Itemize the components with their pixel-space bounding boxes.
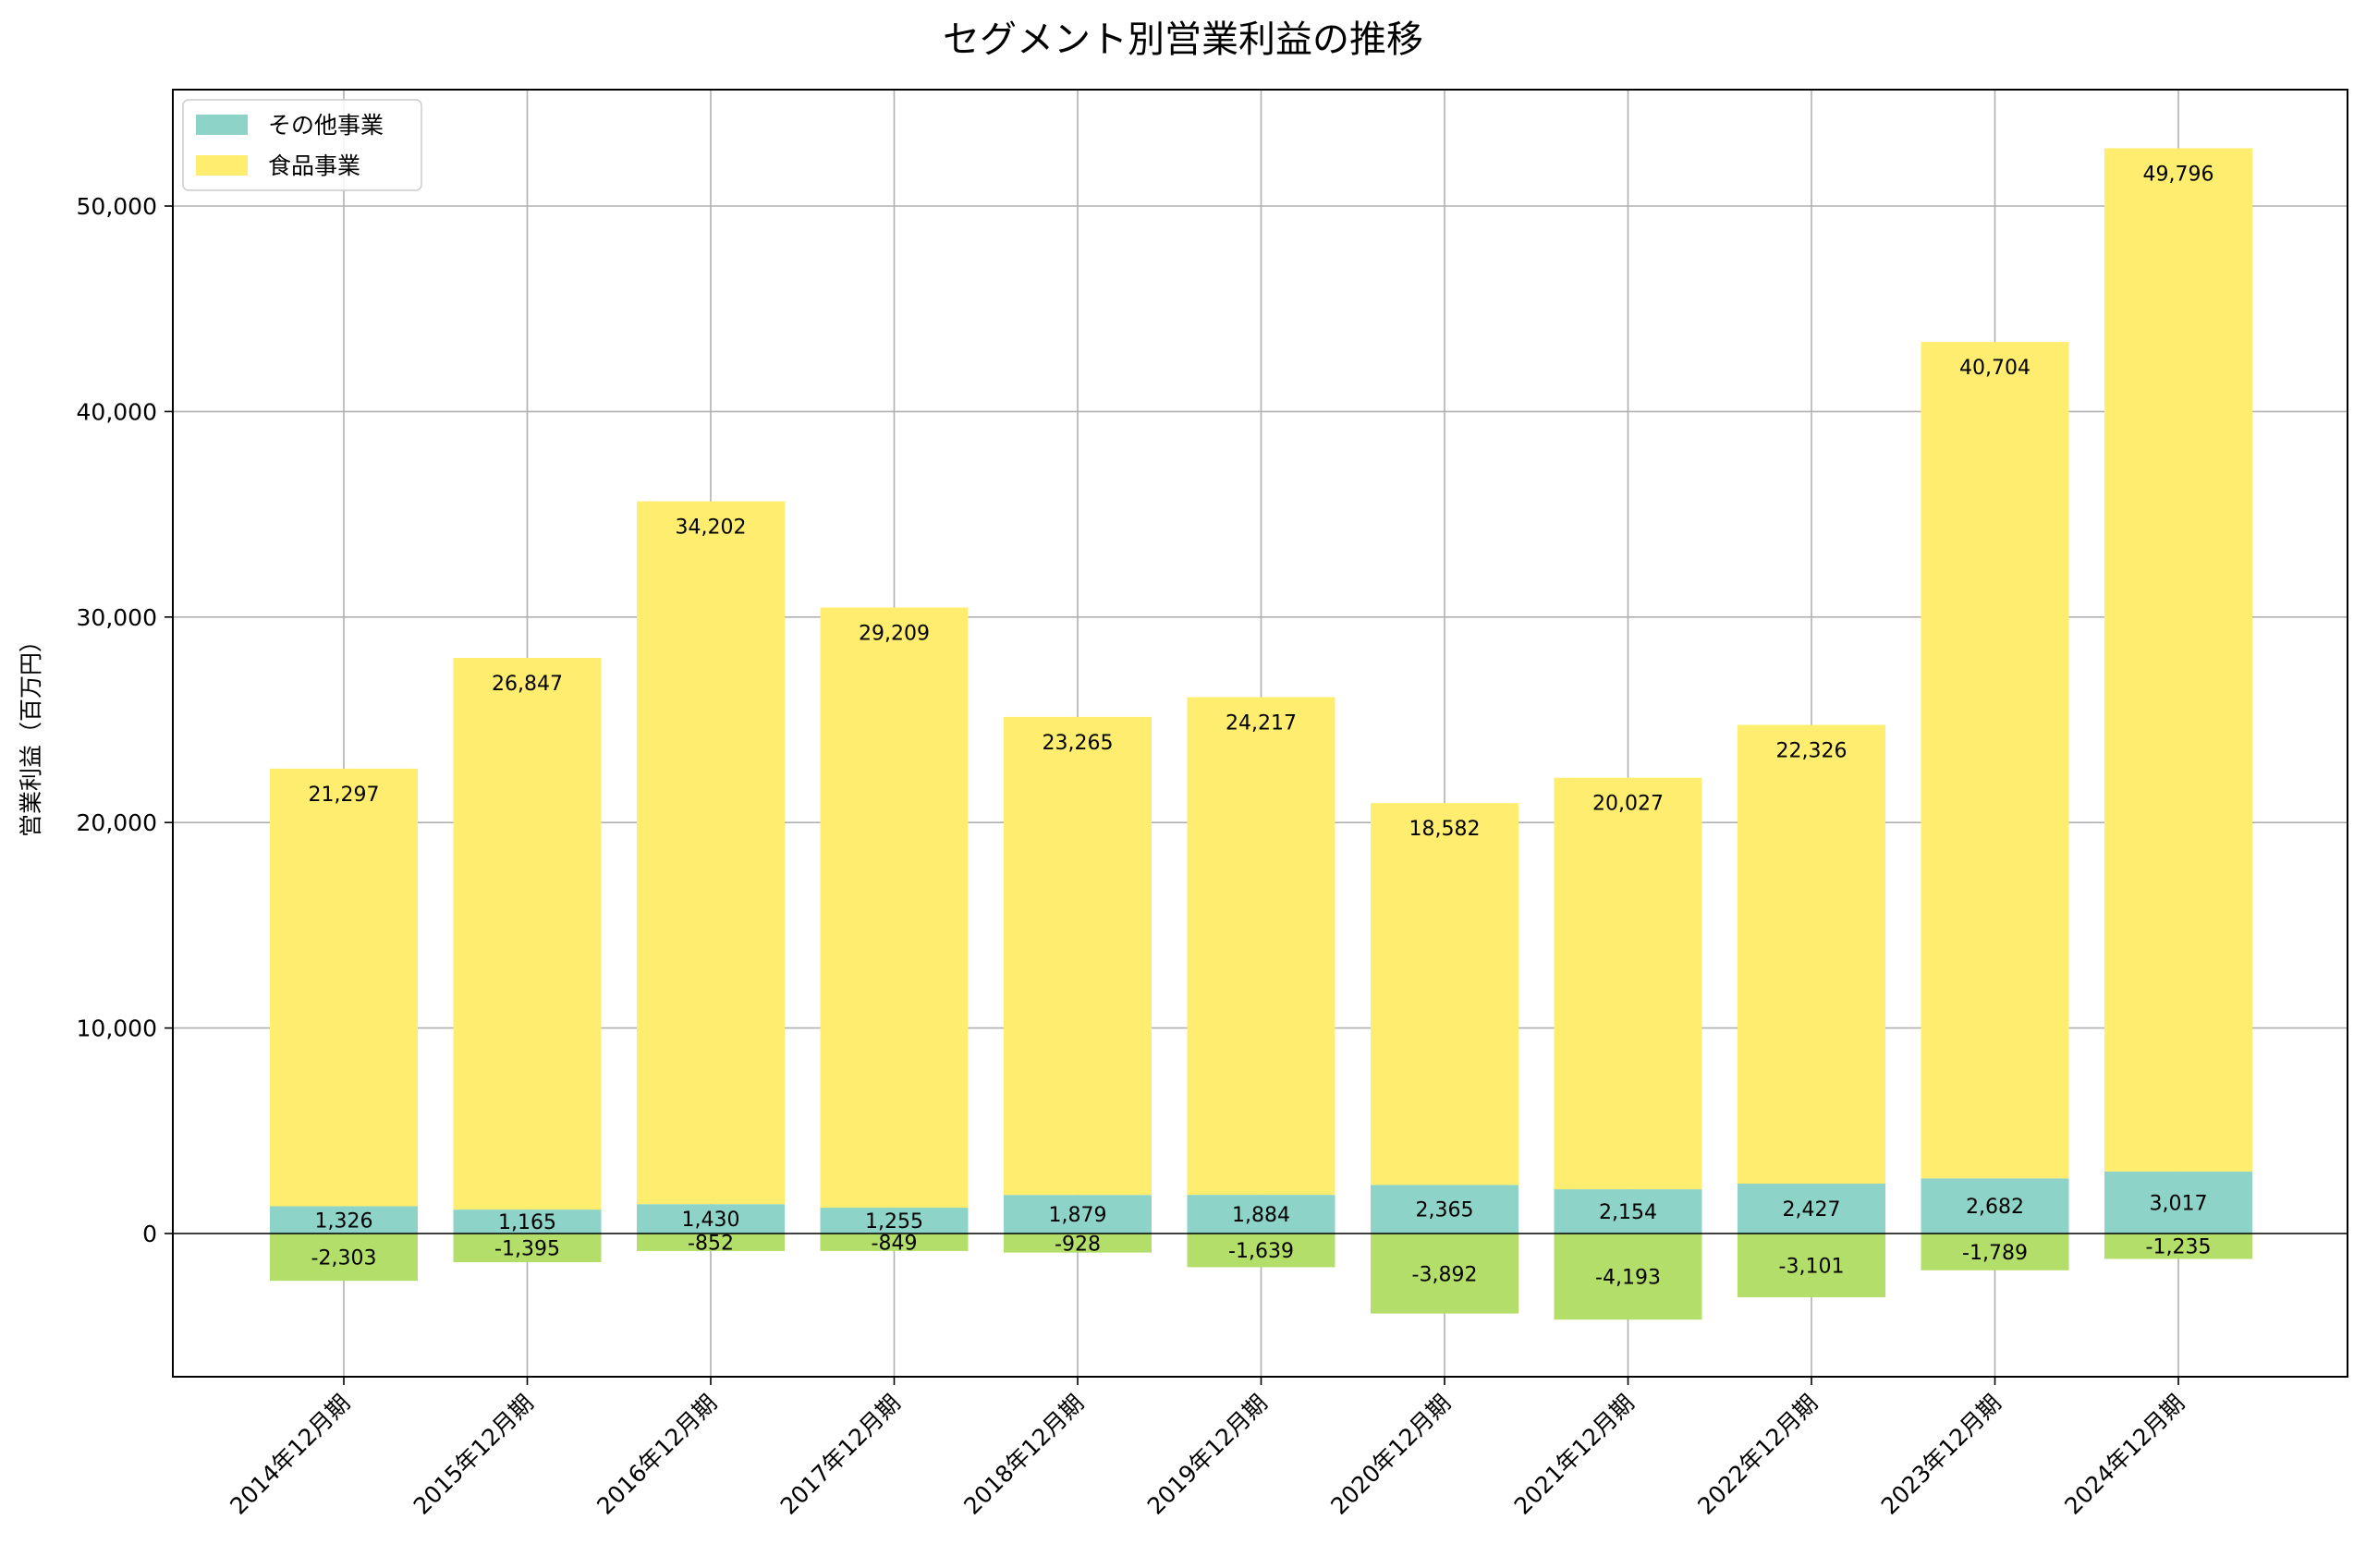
x-tick-label: 2022年12月期 xyxy=(1692,1390,1823,1520)
bar-negative xyxy=(1004,1234,1152,1253)
legend-swatch xyxy=(196,115,248,135)
data-label-negative: -928 xyxy=(1055,1233,1101,1256)
data-label-negative: -3,101 xyxy=(1779,1255,1845,1278)
bar-other-business xyxy=(453,1209,602,1234)
legend-label: 食品事業 xyxy=(268,152,360,179)
data-label-negative: -852 xyxy=(688,1232,734,1255)
data-label-other: 2,365 xyxy=(1416,1199,1474,1222)
data-label-other: 1,884 xyxy=(1232,1204,1290,1227)
data-label-negative: -2,303 xyxy=(311,1247,377,1270)
chart-title: セグメント別営業利益の推移 xyxy=(943,18,1423,61)
bar-food-business xyxy=(453,658,602,1210)
bar-negative xyxy=(2104,1234,2252,1259)
bar-food-business xyxy=(2104,148,2252,1172)
x-tick-label: 2019年12月期 xyxy=(1142,1390,1273,1520)
data-label-food: 18,582 xyxy=(1409,818,1481,841)
x-tick-label: 2020年12月期 xyxy=(1325,1390,1456,1520)
x-tick-label: 2023年12月期 xyxy=(1876,1390,2006,1520)
bar-negative xyxy=(1554,1234,1702,1320)
x-tick-label: 2024年12月期 xyxy=(2059,1390,2189,1520)
data-label-food: 26,847 xyxy=(492,673,563,696)
bar-other-business xyxy=(820,1208,969,1234)
bar-negative xyxy=(637,1234,785,1251)
bar-other-business xyxy=(1921,1178,2069,1234)
data-label-other: 1,879 xyxy=(1049,1204,1107,1227)
bar-other-business xyxy=(1554,1189,1702,1234)
bar-other-business xyxy=(1371,1185,1518,1234)
legend-label: その他事業 xyxy=(268,112,384,139)
x-tick-label: 2015年12月期 xyxy=(409,1390,539,1520)
x-tick-label: 2014年12月期 xyxy=(225,1390,355,1520)
data-label-food: 21,297 xyxy=(309,784,380,807)
data-label-food: 34,202 xyxy=(676,517,747,540)
y-tick-label: 10,000 xyxy=(77,1015,157,1042)
y-tick-label: 50,000 xyxy=(77,193,157,220)
data-label-food: 40,704 xyxy=(1959,357,2031,380)
bar-negative xyxy=(820,1234,969,1251)
data-label-negative: -1,395 xyxy=(494,1238,560,1261)
bar-labels: 21,297 1,326 -2,303 26,847 1,165 -1,395 34,202… xyxy=(309,163,2214,1289)
bar-food-business xyxy=(1921,342,2069,1179)
bar-negative xyxy=(270,1234,418,1282)
y-tick-label: 40,000 xyxy=(77,398,157,425)
bar-negative xyxy=(1921,1234,2069,1270)
data-label-food: 22,326 xyxy=(1776,739,1848,762)
data-label-food: 23,265 xyxy=(1043,732,1114,755)
bar-other-business xyxy=(270,1206,418,1234)
y-tick-label: 0 xyxy=(142,1221,157,1247)
bar-other-business xyxy=(2104,1171,2252,1234)
bar-other-business xyxy=(1738,1184,1885,1234)
x-tick-label: 2017年12月期 xyxy=(775,1390,906,1520)
y-tick-label: 30,000 xyxy=(77,604,157,631)
data-label-food: 20,027 xyxy=(1592,793,1664,816)
bar-negative xyxy=(1738,1234,1885,1297)
bar-food-business xyxy=(1004,716,1152,1196)
data-label-negative: -849 xyxy=(872,1232,918,1255)
data-label-food: 49,796 xyxy=(2143,163,2214,186)
data-label-negative: -1,235 xyxy=(2146,1236,2212,1259)
bar-other-business xyxy=(637,1204,785,1234)
data-label-negative: -3,892 xyxy=(1412,1263,1478,1286)
data-label-food: 29,209 xyxy=(859,622,930,645)
data-label-other: 1,430 xyxy=(682,1209,740,1232)
bar-other-business xyxy=(1004,1195,1152,1234)
bar-food-business xyxy=(1371,803,1518,1185)
bar-other-business xyxy=(1187,1195,1335,1234)
data-label-other: 2,427 xyxy=(1783,1198,1841,1222)
data-label-other: 1,255 xyxy=(865,1210,923,1234)
data-label-other: 1,165 xyxy=(498,1211,556,1234)
x-tick-label: 2018年12月期 xyxy=(958,1390,1089,1520)
bars xyxy=(270,148,2252,1320)
data-label-other: 2,682 xyxy=(1966,1196,2024,1219)
bar-food-business xyxy=(820,607,969,1209)
data-label-food: 24,217 xyxy=(1226,712,1297,735)
data-label-other: 3,017 xyxy=(2150,1192,2208,1215)
data-label-negative: -1,639 xyxy=(1228,1240,1294,1263)
bar-food-business xyxy=(637,501,785,1205)
data-label-negative: -1,789 xyxy=(1962,1242,2028,1265)
bar-negative xyxy=(1187,1234,1335,1268)
x-tick-label: 2016年12月期 xyxy=(592,1390,722,1520)
bar-negative xyxy=(1371,1234,1518,1314)
bar-food-business xyxy=(270,768,418,1207)
data-label-other: 2,154 xyxy=(1599,1201,1657,1224)
data-label-negative: -4,193 xyxy=(1595,1267,1661,1290)
bar-food-business xyxy=(1554,777,1702,1190)
y-axis-label: 営業利益（百万円） xyxy=(18,629,44,837)
legend-swatch xyxy=(196,155,248,176)
y-tick-label: 20,000 xyxy=(77,809,157,836)
x-tick-label: 2021年12月期 xyxy=(1509,1390,1640,1520)
data-label-other: 1,326 xyxy=(315,1209,373,1233)
bar-food-business xyxy=(1738,724,1885,1185)
bar-food-business xyxy=(1187,697,1335,1196)
plot-frame xyxy=(172,89,2348,1378)
bar-negative xyxy=(453,1234,602,1263)
